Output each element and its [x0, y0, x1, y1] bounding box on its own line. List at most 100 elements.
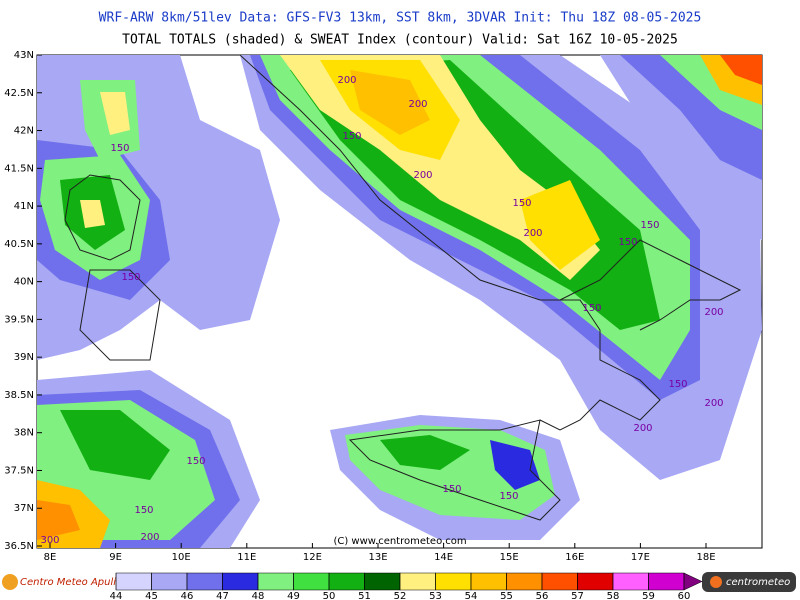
colorbar-cell — [612, 572, 649, 591]
colorbar-tick-label: 54 — [465, 591, 478, 600]
contour-label: 200 — [704, 307, 723, 318]
lat-label: 40.5N — [4, 239, 34, 250]
colorbar-tick-label: 53 — [429, 591, 442, 600]
colorbar-tick-label: 52 — [394, 591, 407, 600]
colorbar-tick-label: 60 — [678, 591, 691, 600]
contour-label: 200 — [408, 99, 427, 110]
colorbar-tick-label: 50 — [323, 591, 336, 600]
coastline — [79, 269, 161, 361]
lon-label: 10E — [172, 552, 191, 563]
coastline — [559, 239, 742, 331]
lon-label: 14E — [434, 552, 453, 563]
logo-right-icon — [710, 576, 722, 588]
contour-label: 200 — [337, 75, 356, 86]
colorbar-cell — [151, 572, 188, 591]
contour-label: 150 — [668, 379, 687, 390]
colorbar-tick-label: 59 — [642, 591, 655, 600]
lon-label: 11E — [237, 552, 256, 563]
contour-label: 200 — [633, 423, 652, 434]
contour-label: 150 — [512, 198, 531, 209]
contour-label: 150 — [640, 220, 659, 231]
logo-right-text: centrometeo — [726, 577, 790, 588]
shaded-field — [37, 55, 762, 548]
contour-label: 150 — [121, 272, 140, 283]
colorbar-tick-label: 45 — [145, 591, 158, 600]
contour-label: 150 — [618, 237, 637, 248]
logo-right: centrometeo — [702, 572, 796, 592]
colorbar-cell — [328, 572, 365, 591]
lon-label: 9E — [109, 552, 122, 563]
copyright: (C) www.centrometeo.com — [333, 536, 466, 547]
shade-area — [490, 440, 540, 490]
lat-label: 41N — [14, 201, 34, 212]
lon-label: 13E — [368, 552, 387, 563]
lon-label: 16E — [565, 552, 584, 563]
lat-label: 36.5N — [4, 541, 34, 552]
colorbar-tick-label: 46 — [181, 591, 194, 600]
shade-area — [37, 500, 80, 540]
colorbar-cell — [257, 572, 294, 591]
contour-label: 150 — [442, 484, 461, 495]
lat-label: 39N — [14, 352, 34, 363]
shade-area — [100, 92, 130, 135]
colorbar-cell — [435, 572, 472, 591]
colorbar-cell — [222, 572, 259, 591]
logo-left-text: Centro Meteo Apulia — [20, 577, 122, 588]
shade-area — [80, 200, 105, 228]
title-line-2: TOTAL TOTALS (shaded) & SWEAT Index (con… — [122, 33, 678, 48]
lon-label: 15E — [500, 552, 519, 563]
lat-label: 41.5N — [4, 163, 34, 174]
lon-label: 17E — [631, 552, 650, 563]
colorbar-end — [683, 572, 703, 591]
contour-label: 200 — [413, 170, 432, 181]
lat-label: 38N — [14, 428, 34, 439]
colorbar-tick-label: 55 — [500, 591, 513, 600]
contour-label: 150 — [342, 131, 361, 142]
colorbar-tick-label: 56 — [536, 591, 549, 600]
contour-label: 300 — [40, 535, 59, 546]
coastline — [64, 174, 141, 261]
lon-label: 12E — [303, 552, 322, 563]
contour-label: 150 — [186, 456, 205, 467]
logo-right-bg — [702, 572, 796, 592]
contour-label: 150 — [582, 303, 601, 314]
lat-label: 42N — [14, 126, 34, 137]
contour-label: 200 — [523, 228, 542, 239]
title-line-1: WRF-ARW 8km/51lev Data: GFS-FV3 13km, SS… — [99, 11, 702, 26]
colorbar-cell — [399, 572, 436, 591]
colorbar-tick-label: 44 — [110, 591, 123, 600]
contour-label: 200 — [704, 398, 723, 409]
colorbar-tick-label: 51 — [358, 591, 371, 600]
colorbar-cell — [364, 572, 401, 591]
colorbar-tick-label: 49 — [287, 591, 300, 600]
shade-area — [720, 55, 762, 85]
logo-left: Centro Meteo Apulia — [2, 574, 122, 590]
colorbar-cell — [541, 572, 578, 591]
shade-area — [60, 410, 170, 480]
lat-label: 38.5N — [4, 390, 34, 401]
contour-label: 150 — [134, 505, 153, 516]
colorbar-cell — [470, 572, 507, 591]
lat-label: 42.5N — [4, 88, 34, 99]
coastlines — [64, 54, 742, 521]
colorbar-cell — [293, 572, 330, 591]
lon-label: 18E — [696, 552, 715, 563]
lat-label: 43N — [14, 50, 34, 61]
colorbar-tick-label: 47 — [216, 591, 229, 600]
shade-area — [520, 180, 600, 270]
colorbar-tick-label: 48 — [252, 591, 265, 600]
contour-label: 200 — [140, 532, 159, 543]
colorbar-cell — [648, 572, 685, 591]
contour-label: 150 — [499, 491, 518, 502]
lon-label: 8E — [44, 552, 57, 563]
coastline — [348, 419, 561, 521]
lat-label: 39.5N — [4, 314, 34, 325]
colorbar-cell — [115, 572, 152, 591]
colorbar-cell — [577, 572, 614, 591]
contour-label: 150 — [110, 143, 129, 154]
coastline — [239, 54, 661, 431]
colorbar-cell — [506, 572, 543, 591]
shade-area — [350, 70, 430, 135]
